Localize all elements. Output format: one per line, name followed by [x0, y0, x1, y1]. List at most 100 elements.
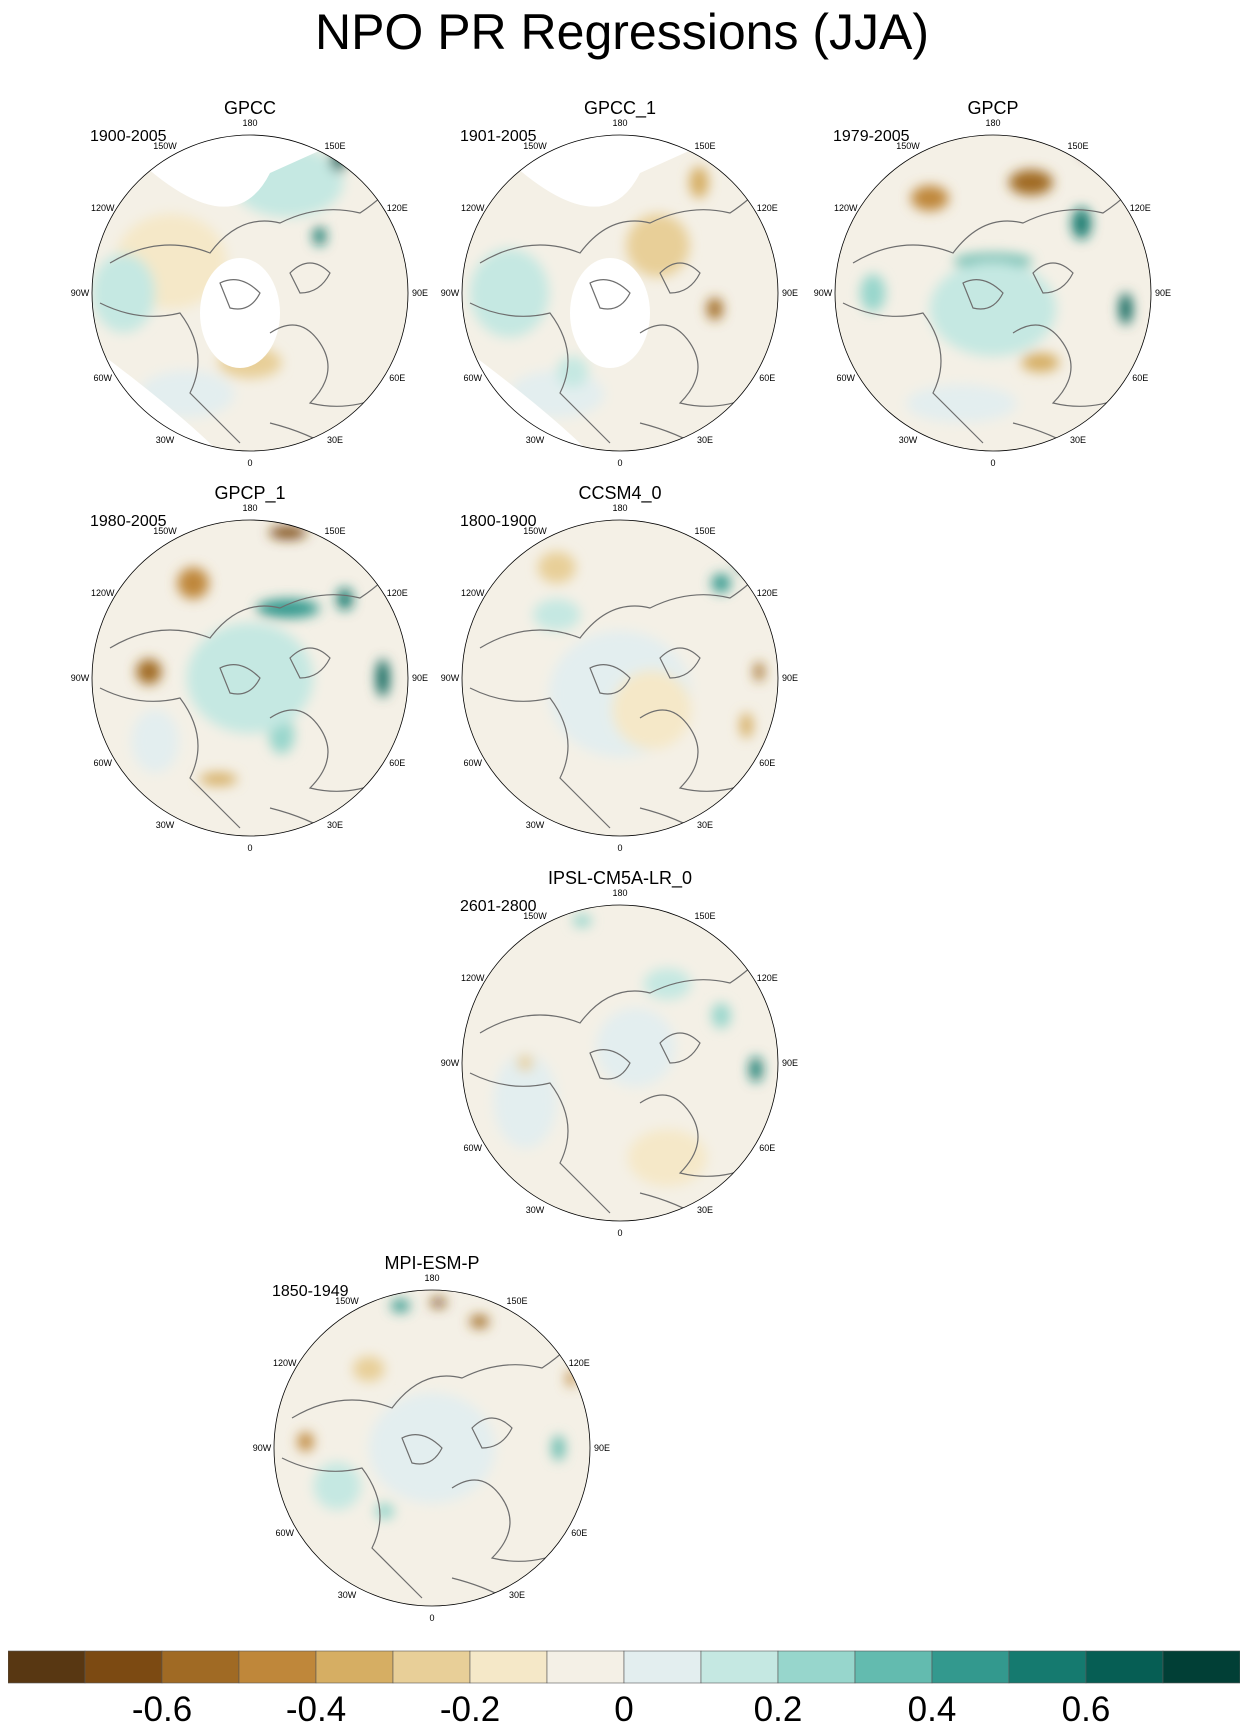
coastline [589, 1049, 631, 1080]
anomaly-patch [517, 1055, 534, 1071]
longitude-label: 30E [697, 1205, 713, 1215]
anomaly-patch [740, 712, 753, 739]
longitude-label: 60E [759, 1143, 775, 1153]
anomaly-patch [537, 551, 576, 584]
longitude-label: 150W [523, 141, 547, 151]
colorbar-swatch [315, 1650, 394, 1684]
anomaly-patch [92, 253, 156, 333]
longitude-label: 60E [1132, 373, 1148, 383]
longitude-label: 150E [694, 911, 715, 921]
longitude-label: 120W [91, 203, 115, 213]
coastline [281, 1457, 423, 1599]
longitude-label: 150E [324, 141, 345, 151]
anomaly-patch [297, 1432, 314, 1452]
coastline [219, 279, 261, 310]
longitude-label: 150W [523, 526, 547, 536]
map-border [273, 1289, 591, 1607]
colorbar-swatch [161, 1650, 240, 1684]
colorbar-swatch [84, 1650, 163, 1684]
panel-title: GPCP_1 [214, 483, 286, 503]
coastline [589, 279, 631, 310]
longitude-label: 180 [612, 118, 627, 128]
polar-map: 180 150E 120E 90E 60E 30E 0 30W 60W 90W 120W 150W [441, 118, 798, 468]
anomaly-patch [626, 214, 690, 278]
map-panel: 180 150E 120E 90E 60E 30E 0 30W 60W 90W 120W 150W GP… [71, 98, 428, 468]
longitude-label: 180 [242, 503, 257, 513]
anomaly-patch [754, 662, 764, 682]
panel-years: 1850-1949 [272, 1283, 349, 1300]
longitude-label: 120E [757, 203, 778, 213]
longitude-label: 60W [464, 373, 483, 383]
anomaly-patch [706, 297, 723, 320]
coastline [659, 262, 701, 294]
anomaly-patch [313, 226, 326, 246]
longitude-label: 90E [1155, 288, 1171, 298]
coastline [289, 647, 331, 679]
coastline [289, 262, 331, 294]
anomaly-patch [131, 709, 179, 773]
longitude-label: 120E [1130, 203, 1151, 213]
colorbar-swatch [777, 1650, 856, 1684]
panel-years: 1901-2005 [460, 128, 537, 145]
longitude-label: 60W [464, 758, 483, 768]
anomaly-patch [556, 356, 589, 388]
anomaly-patch [1119, 293, 1133, 325]
longitude-label: 60E [389, 758, 405, 768]
anomaly-patch [336, 587, 353, 611]
longitude-label: 90E [782, 1058, 798, 1068]
colorbar-swatch [546, 1650, 625, 1684]
coastline [479, 557, 771, 649]
anomaly-patch [136, 659, 162, 685]
longitude-label: 60W [837, 373, 856, 383]
map-border [91, 134, 409, 452]
longitude-label: 30E [509, 1590, 525, 1600]
coastline [469, 302, 611, 444]
colorbar-tick-label: 0.4 [907, 1690, 957, 1729]
longitude-label: 150E [506, 1296, 527, 1306]
longitude-label: 180 [612, 888, 627, 898]
panel-title: GPCC_1 [583, 98, 657, 118]
missing-data-area [200, 258, 280, 368]
longitude-label: 90E [412, 288, 428, 298]
polar-map: 180 150E 120E 90E 60E 30E 0 30W 60W 90W 120W 150W [71, 503, 428, 853]
longitude-label: 60W [94, 758, 113, 768]
map-border [461, 904, 779, 1222]
longitude-label: 150W [153, 141, 177, 151]
panel-years: 1979-2005 [833, 128, 910, 145]
colorbar-swatch [1008, 1650, 1087, 1684]
longitude-label: 90E [594, 1443, 610, 1453]
coastline [469, 687, 611, 829]
anomaly-patch [430, 1297, 447, 1308]
longitude-label: 90W [71, 673, 90, 683]
longitude-label: 0 [617, 458, 622, 468]
map-panel: 180 150E 120E 90E 60E 30E 0 30W 60W 90W 120W 150W CC… [441, 483, 798, 853]
polar-map: 180 150E 120E 90E 60E 30E 0 30W 60W 90W 120W 150W [71, 118, 428, 468]
coastline [269, 709, 391, 792]
coastline [219, 664, 261, 695]
panel-title: MPI-ESM-P [384, 1253, 480, 1273]
longitude-label: 30W [526, 820, 545, 830]
longitude-label: 180 [424, 1273, 439, 1283]
anomaly-patch [469, 248, 549, 338]
longitude-label: 180 [242, 118, 257, 128]
anomaly-patch [736, 545, 756, 571]
longitude-label: 120W [91, 588, 115, 598]
colorbar-swatch [469, 1650, 548, 1684]
panel-title: GPCP [967, 98, 1019, 118]
map-border [461, 519, 779, 837]
anomaly-patch [256, 599, 320, 618]
map-panel: 180 150E 120E 90E 60E 30E 0 30W 60W 90W 120W 150W GP… [441, 98, 798, 468]
coastline [589, 664, 631, 695]
coastline [852, 172, 1144, 264]
anomaly-patch [390, 1299, 410, 1313]
colorbar-swatch [854, 1650, 933, 1684]
panel-years: 1900-2005 [90, 128, 167, 145]
longitude-label: 0 [429, 1613, 434, 1623]
colorbar: -0.6 -0.4 -0.2 0 0.2 0.4 0.6 [7, 1650, 1241, 1729]
colorbar-swatch [1085, 1650, 1164, 1684]
map-border [834, 134, 1152, 452]
coastline [109, 557, 401, 649]
coastline [659, 1032, 701, 1064]
anomaly-patch [368, 1392, 496, 1504]
longitude-label: 60E [759, 758, 775, 768]
